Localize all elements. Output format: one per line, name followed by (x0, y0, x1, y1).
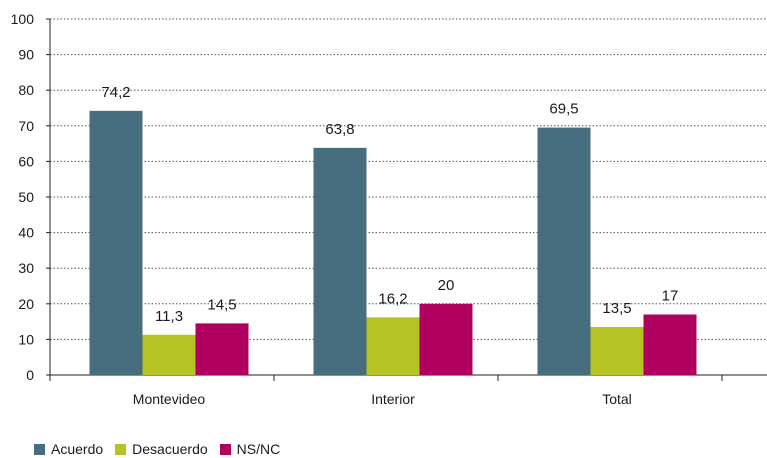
y-tick-label: 20 (18, 296, 34, 312)
y-tick-label: 60 (18, 153, 34, 169)
data-label: 63,8 (325, 121, 354, 138)
legend-label: Desacuerdo (132, 441, 208, 457)
legend-label: Acuerdo (51, 441, 104, 457)
y-tick-label: 30 (18, 260, 34, 276)
legend-item-nsnc: NS/NC (219, 441, 281, 457)
data-label: 74,2 (101, 84, 130, 101)
legend-swatch (34, 443, 45, 455)
bar (89, 110, 143, 376)
bar (313, 147, 367, 375)
gridlines (50, 18, 767, 340)
legend-item-desacuerdo: Desacuerdo (115, 441, 208, 457)
bars (89, 110, 697, 376)
y-tick-label: 0 (26, 367, 34, 383)
bar-chart: 0 10 20 30 40 50 60 70 80 90 100 Montevideo Interio… (11, 11, 767, 407)
y-tick-label: 10 (18, 331, 34, 347)
y-tick-label: 80 (18, 82, 34, 98)
legend-item-acuerdo: Acuerdo (34, 441, 103, 457)
data-labels: 74,2 11,3 14,5 63,8 16,2 20 69,5 13,5 17 (101, 84, 678, 325)
y-axis: 0 10 20 30 40 50 60 70 80 90 100 (11, 11, 51, 383)
y-tick-label: 100 (11, 11, 35, 27)
x-tick-label: Total (602, 391, 632, 407)
legend-label: NS/NC (236, 441, 281, 457)
x-tick-label: Interior (371, 391, 415, 407)
bar (590, 326, 644, 375)
data-label: 11,3 (155, 308, 183, 325)
bar (419, 303, 473, 375)
bar (366, 317, 420, 375)
bar (195, 323, 249, 375)
bar (643, 314, 697, 375)
legend-swatch (219, 443, 231, 455)
data-label: 14,5 (207, 296, 236, 313)
bar (142, 334, 196, 375)
y-tick-label: 50 (18, 189, 34, 205)
y-tick-label: 90 (18, 47, 34, 63)
data-label: 16,2 (378, 290, 407, 307)
x-axis: Montevideo Interior Total (49, 374, 767, 407)
bar (537, 127, 591, 375)
data-label: 20 (438, 277, 455, 294)
x-tick-label: Montevideo (133, 391, 206, 407)
legend-swatch (115, 443, 127, 455)
data-label: 17 (662, 287, 679, 304)
y-tick-label: 40 (18, 225, 34, 241)
data-label: 69,5 (549, 101, 578, 118)
legend: Acuerdo Desacuerdo NS/NC (34, 441, 280, 457)
data-label: 13,5 (602, 300, 631, 317)
y-tick-label: 70 (18, 118, 34, 134)
